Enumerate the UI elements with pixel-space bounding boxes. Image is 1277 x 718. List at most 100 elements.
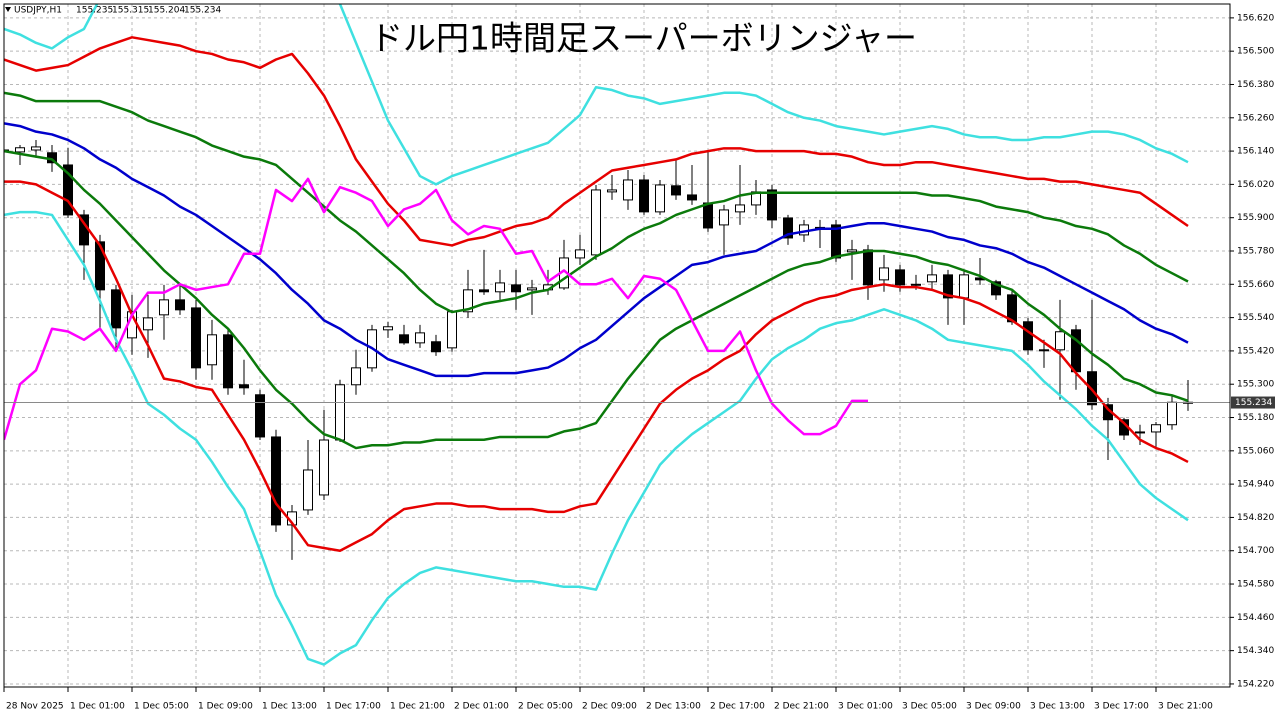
candle-body bbox=[15, 147, 25, 153]
x-tick-label: 3 Dec 13:00 bbox=[1030, 702, 1085, 712]
candle-body bbox=[415, 332, 425, 344]
candle-body bbox=[159, 299, 169, 316]
band-line bbox=[4, 122, 1189, 378]
x-tick-label: 1 Dec 13:00 bbox=[262, 702, 317, 712]
candle-body bbox=[831, 224, 841, 259]
x-tick-label: 1 Dec 21:00 bbox=[390, 702, 445, 712]
candle-body bbox=[191, 307, 201, 369]
candle-body bbox=[239, 384, 249, 389]
candle-body bbox=[1023, 321, 1033, 351]
axes: 154.220 154.340 154.460 154.580 154.700 154.8… bbox=[3, 13, 1275, 712]
header-open: 155.235 bbox=[76, 6, 113, 16]
header-close: 155.234 bbox=[184, 6, 221, 16]
candle-body bbox=[255, 394, 265, 438]
candle-body bbox=[863, 249, 873, 286]
band-line bbox=[4, 91, 1189, 314]
candle-body bbox=[1039, 349, 1049, 352]
candle-body bbox=[495, 282, 505, 293]
header-low: 155.204 bbox=[148, 6, 185, 16]
candle-body bbox=[95, 241, 105, 291]
band-line bbox=[4, 149, 1189, 450]
candle-body bbox=[63, 164, 73, 216]
candle-body bbox=[847, 249, 857, 253]
candle-body bbox=[783, 217, 793, 239]
candle-body bbox=[607, 189, 617, 193]
x-tick-label: 1 Dec 01:00 bbox=[70, 702, 125, 712]
y-tick-label: 154.820 bbox=[1237, 513, 1274, 523]
x-tick-label: 1 Dec 05:00 bbox=[134, 702, 189, 712]
x-tick-label: 2 Dec 17:00 bbox=[710, 702, 765, 712]
lines bbox=[4, 4, 1230, 666]
candle-body bbox=[879, 267, 889, 281]
x-tick-label: 28 Nov 2025 bbox=[6, 702, 64, 712]
y-tick-label: 154.340 bbox=[1237, 646, 1274, 656]
candle-body bbox=[223, 334, 233, 389]
candle-body bbox=[399, 334, 409, 344]
y-tick-label: 156.620 bbox=[1237, 13, 1274, 23]
x-tick-label: 2 Dec 21:00 bbox=[774, 702, 829, 712]
y-tick-label: 155.900 bbox=[1237, 213, 1274, 223]
y-tick-label: 154.700 bbox=[1237, 546, 1274, 556]
candle-body bbox=[911, 283, 921, 286]
chart-title: ドル円1時間足スーパーボリンジャー bbox=[370, 19, 917, 58]
candle-body bbox=[143, 317, 153, 331]
band-line bbox=[4, 180, 1189, 552]
symbol: USDJPY,H1 bbox=[14, 6, 62, 16]
y-tick-label: 155.060 bbox=[1237, 446, 1274, 456]
candle-body bbox=[175, 299, 185, 311]
candle-body bbox=[767, 189, 777, 221]
candle-body bbox=[383, 326, 393, 331]
candle-body bbox=[1151, 424, 1161, 433]
y-tick-label: 155.780 bbox=[1237, 247, 1274, 257]
candle-body bbox=[719, 209, 729, 226]
candle-body bbox=[351, 367, 361, 386]
header-high: 155.315 bbox=[112, 6, 149, 16]
band-line bbox=[4, 36, 1189, 247]
candle-body bbox=[735, 204, 745, 213]
candle-body bbox=[959, 274, 969, 299]
y-tick-label: 154.940 bbox=[1237, 480, 1274, 490]
y-tick-label: 155.420 bbox=[1237, 346, 1274, 356]
x-tick-label: 3 Dec 01:00 bbox=[838, 702, 893, 712]
candle-body bbox=[687, 194, 697, 201]
x-tick-label: 1 Dec 09:00 bbox=[198, 702, 253, 712]
x-tick-label: 3 Dec 09:00 bbox=[966, 702, 1021, 712]
x-tick-label: 2 Dec 01:00 bbox=[454, 702, 509, 712]
candle-body bbox=[319, 439, 329, 496]
candle-body bbox=[335, 384, 345, 441]
candle-body bbox=[479, 289, 489, 293]
y-tick-label: 155.540 bbox=[1237, 313, 1274, 323]
candle-body bbox=[991, 281, 1001, 296]
candle-body bbox=[271, 436, 281, 526]
y-tick-label: 156.020 bbox=[1237, 180, 1274, 190]
y-tick-label: 155.300 bbox=[1237, 380, 1274, 390]
y-tick-label: 155.180 bbox=[1237, 413, 1274, 423]
candle-body bbox=[447, 311, 457, 349]
y-tick-label: 154.580 bbox=[1237, 580, 1274, 590]
candle-body bbox=[1055, 331, 1065, 351]
candle-body bbox=[895, 269, 905, 286]
candle-body bbox=[591, 189, 601, 256]
candles bbox=[4, 139, 1193, 560]
candle-body bbox=[1167, 401, 1177, 426]
y-tick-label: 154.460 bbox=[1237, 613, 1274, 623]
candle-body bbox=[111, 289, 121, 329]
candle-body bbox=[655, 184, 665, 213]
y-tick-label: 156.260 bbox=[1237, 113, 1274, 123]
candle-body bbox=[303, 469, 313, 511]
candle-body bbox=[927, 274, 937, 283]
menu-arrow bbox=[5, 7, 11, 12]
x-tick-label: 3 Dec 17:00 bbox=[1094, 702, 1149, 712]
band-line bbox=[4, 177, 868, 441]
price-box bbox=[1231, 396, 1275, 409]
y-tick-label: 156.140 bbox=[1237, 147, 1274, 157]
x-tick-label: 2 Dec 13:00 bbox=[646, 702, 701, 712]
y-tick-label: 154.220 bbox=[1237, 679, 1274, 689]
candle-body bbox=[207, 334, 217, 366]
candle-body bbox=[31, 146, 41, 151]
candle-body bbox=[639, 179, 649, 213]
candle-body bbox=[463, 289, 473, 313]
y-tick-label: 156.380 bbox=[1237, 80, 1274, 90]
